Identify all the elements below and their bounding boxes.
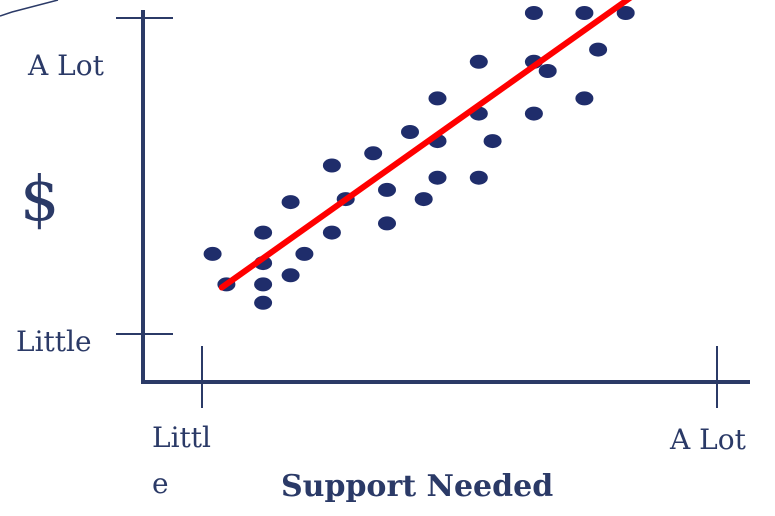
axes — [0, 0, 750, 408]
data-point — [254, 277, 273, 292]
data-point — [428, 170, 447, 185]
data-point — [281, 195, 300, 210]
y-tick-label-high: A Lot — [28, 49, 104, 82]
trend-layer — [218, 0, 633, 291]
data-point — [378, 216, 396, 231]
data-point — [575, 6, 594, 20]
x-tick-label-low-line2: e — [152, 467, 169, 500]
data-point — [254, 225, 273, 240]
data-point — [616, 6, 635, 20]
data-point — [575, 91, 594, 106]
data-point — [322, 225, 341, 240]
data-point — [538, 64, 557, 78]
data-point — [364, 146, 383, 161]
data-point — [469, 54, 488, 69]
data-point — [589, 42, 608, 57]
corner-callout-shape — [0, 0, 59, 17]
data-point — [281, 268, 300, 283]
y-axis-title: $ — [20, 162, 60, 235]
trend-line — [218, 0, 633, 291]
data-point — [524, 6, 543, 20]
data-point — [428, 91, 447, 106]
data-point — [524, 106, 543, 121]
data-point — [322, 158, 341, 173]
data-point — [469, 170, 488, 185]
data-point — [254, 295, 273, 310]
data-point — [414, 192, 433, 207]
x-axis-title: Support Needed — [281, 469, 554, 504]
data-point — [295, 246, 314, 261]
data-point — [203, 246, 222, 261]
x-tick-label-high: A Lot — [670, 423, 746, 456]
x-tick-label-low-line1: Littl — [152, 421, 212, 454]
data-points — [203, 6, 635, 310]
data-point — [378, 182, 396, 197]
data-point — [401, 125, 419, 139]
y-tick-label-low: Little — [16, 325, 92, 358]
data-point — [483, 134, 502, 149]
